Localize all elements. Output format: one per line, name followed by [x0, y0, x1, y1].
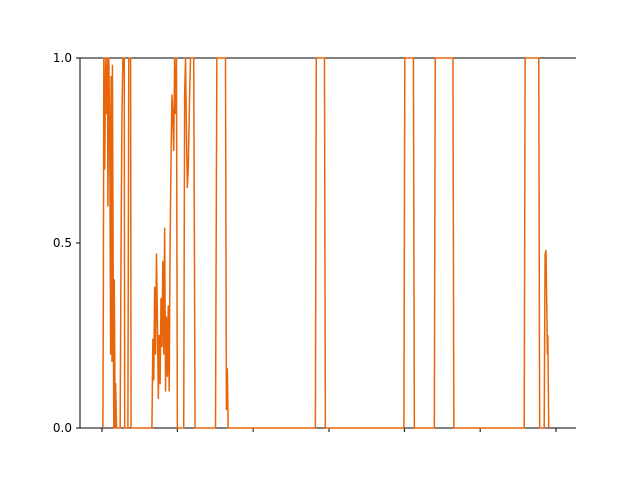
y-axis-ticks: 0.0 0.5 1.0	[53, 51, 80, 435]
series-layer	[102, 57, 550, 429]
series-line	[102, 57, 550, 429]
y-tick-label: 0.5	[53, 236, 72, 250]
y-tick-label: 0.0	[53, 421, 72, 435]
y-tick-label: 1.0	[53, 51, 72, 65]
